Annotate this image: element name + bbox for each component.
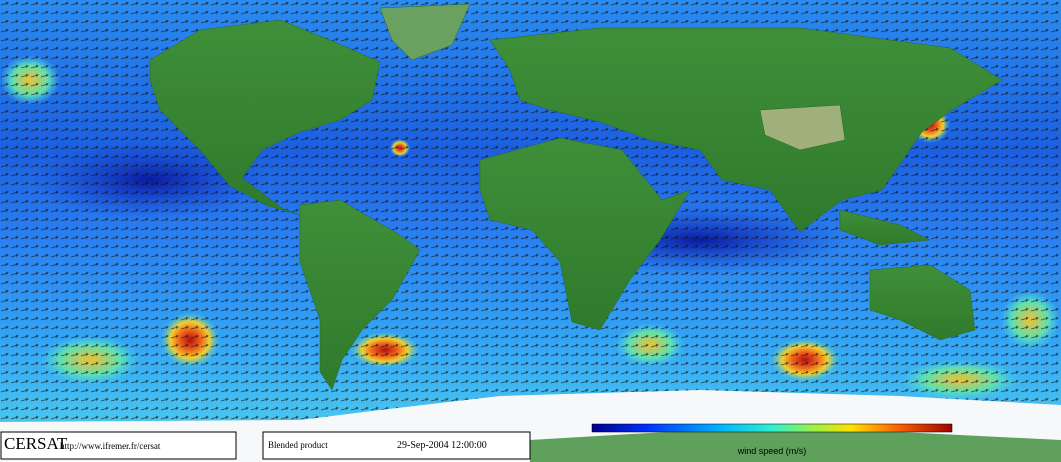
logo-box [0, 431, 237, 460]
antarctica-relief [530, 430, 1061, 462]
logo: CERSAT [4, 434, 68, 453]
product: Blended product [268, 440, 328, 450]
footer: CERSAT http://www.ifremer.fr/cersat Blen… [0, 431, 531, 460]
date: 29-Sep-2004 12:00:00 [397, 440, 487, 451]
url: http://www.ifremer.fr/cersat [60, 441, 161, 451]
product-box [262, 431, 531, 460]
colorbar: wind speed (m/s) [591, 423, 953, 456]
colorbar-label: wind speed (m/s) [737, 446, 807, 456]
continents [149, 3, 1003, 391]
colorbar-scale [591, 423, 953, 433]
